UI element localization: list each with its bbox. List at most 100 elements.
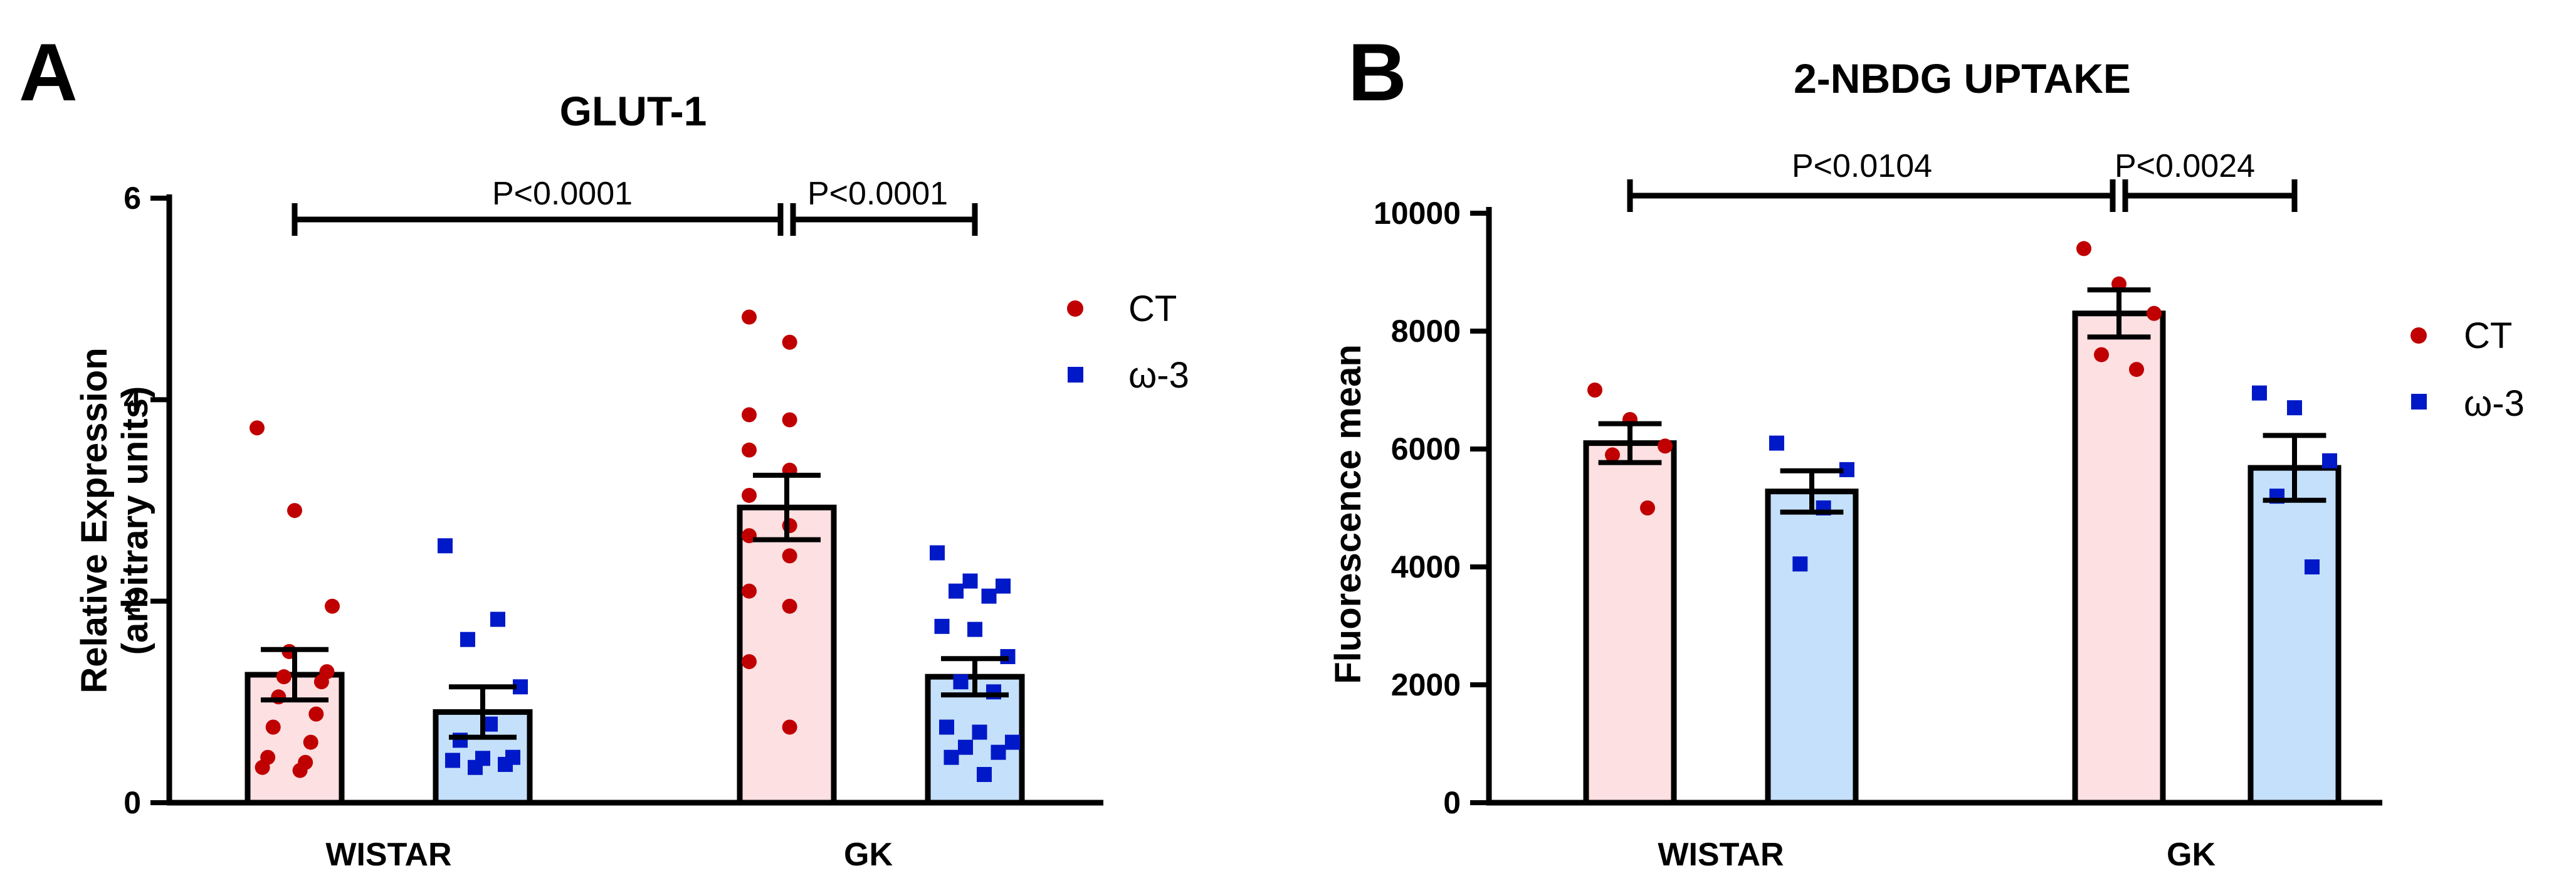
data-point bbox=[953, 674, 969, 690]
legend-omega3-marker bbox=[2411, 394, 2427, 410]
data-point bbox=[939, 719, 954, 735]
legend-label: CT bbox=[1128, 288, 1177, 329]
p-value-label: P<0.0001 bbox=[807, 176, 948, 212]
data-point bbox=[972, 724, 987, 740]
y-tick-label: 4000 bbox=[1391, 549, 1461, 584]
chart-title: GLUT-1 bbox=[560, 88, 707, 134]
x-category-label: GK bbox=[844, 837, 893, 873]
legend-ct-marker bbox=[1067, 300, 1083, 317]
data-point bbox=[255, 759, 270, 775]
y-tick-label: 2000 bbox=[1391, 667, 1461, 702]
data-point bbox=[782, 548, 797, 564]
bar bbox=[1583, 440, 1677, 806]
point-layer bbox=[250, 309, 1020, 783]
data-point bbox=[1640, 500, 1655, 515]
legend-label: ω-3 bbox=[1128, 355, 1189, 396]
data-point bbox=[958, 739, 973, 755]
y-axis-label-line-1: Fluorescence mean bbox=[1328, 344, 1369, 684]
data-point bbox=[2287, 400, 2302, 416]
data-point bbox=[313, 674, 329, 690]
y-axis-label: Fluorescence mean bbox=[1328, 344, 1369, 684]
data-point bbox=[438, 538, 453, 554]
data-point bbox=[782, 334, 797, 350]
y-tick-label: 6 bbox=[124, 181, 141, 216]
data-point bbox=[325, 598, 340, 614]
bar bbox=[2247, 465, 2342, 806]
data-point bbox=[742, 583, 757, 599]
significance-brackets bbox=[292, 203, 978, 236]
legend: CT ω-3 bbox=[1067, 288, 1189, 396]
y-axis-label-line-1: Relative Expression bbox=[74, 347, 115, 693]
y-axis-label: Relative Expression (arbitrary units) bbox=[74, 347, 155, 693]
y-tick-label: 4 bbox=[124, 382, 141, 417]
data-point bbox=[265, 719, 281, 735]
data-point bbox=[742, 487, 757, 503]
data-point bbox=[742, 407, 757, 423]
data-point bbox=[308, 706, 324, 722]
data-point bbox=[930, 545, 945, 561]
data-point bbox=[1605, 447, 1620, 463]
error-bar-layer bbox=[1598, 287, 2326, 515]
data-point bbox=[2076, 241, 2091, 256]
p-value-label: P<0.0104 bbox=[1792, 148, 1932, 184]
legend-omega3-marker bbox=[1068, 367, 1083, 383]
data-point bbox=[996, 578, 1011, 594]
chart-title: 2-NBDG UPTAKE bbox=[1794, 55, 2131, 102]
data-point bbox=[782, 412, 797, 428]
data-point bbox=[1658, 438, 1673, 454]
data-point bbox=[2094, 347, 2109, 362]
data-point bbox=[1792, 556, 1808, 572]
data-point bbox=[782, 598, 797, 614]
p-value-label: P<0.0001 bbox=[492, 176, 633, 212]
data-point bbox=[287, 503, 302, 519]
legend: CT ω-3 bbox=[2410, 315, 2525, 424]
y-tick-label: 0 bbox=[1443, 785, 1461, 820]
data-point bbox=[962, 573, 978, 589]
data-point bbox=[742, 654, 757, 670]
data-point bbox=[2252, 385, 2267, 401]
bar-layer bbox=[244, 504, 1025, 806]
data-point bbox=[2147, 305, 2162, 321]
data-point bbox=[782, 719, 797, 735]
y-tick-label: 8000 bbox=[1391, 314, 1461, 349]
data-point bbox=[468, 759, 483, 775]
point-layer bbox=[1587, 241, 2337, 574]
bar bbox=[2072, 310, 2166, 806]
y-tick-label: 10000 bbox=[1374, 196, 1461, 231]
x-category-label: GK bbox=[2167, 837, 2216, 873]
y-tick-label: 6000 bbox=[1391, 431, 1461, 467]
y-axis-label-line-2: (arbitrary units) bbox=[115, 386, 155, 655]
data-point bbox=[2322, 453, 2337, 468]
bar-layer bbox=[1583, 310, 2342, 806]
error-bar-layer bbox=[261, 472, 1009, 740]
data-point bbox=[1587, 383, 1602, 398]
data-point bbox=[2305, 559, 2320, 574]
y-tick-label: 0 bbox=[124, 785, 141, 820]
data-point bbox=[991, 744, 1006, 760]
axes bbox=[166, 194, 1103, 806]
data-point bbox=[276, 669, 292, 685]
significance-brackets bbox=[1627, 179, 2298, 212]
panel-b: B 2-NBDG UPTAKE Fluorescence mean 0 2000 4… bbox=[1328, 26, 2525, 873]
bar bbox=[1765, 489, 1859, 806]
data-point bbox=[445, 753, 460, 768]
data-point bbox=[460, 631, 475, 647]
data-point bbox=[303, 734, 318, 750]
legend-label: CT bbox=[2464, 315, 2512, 356]
data-point bbox=[981, 588, 997, 604]
data-point bbox=[949, 583, 964, 599]
data-point bbox=[742, 309, 757, 325]
data-point bbox=[490, 611, 505, 627]
data-point bbox=[250, 420, 265, 436]
y-ticks: 0 2 4 6 bbox=[124, 181, 169, 820]
p-value-label: P<0.0024 bbox=[2115, 148, 2255, 184]
data-point bbox=[498, 756, 513, 772]
y-ticks: 0 2000 4000 6000 8000 10000 bbox=[1374, 196, 1489, 820]
x-category-label: WISTAR bbox=[325, 837, 451, 873]
data-point bbox=[1005, 734, 1020, 750]
data-point bbox=[742, 442, 757, 458]
data-point bbox=[944, 749, 959, 765]
x-category-label: WISTAR bbox=[1658, 837, 1784, 873]
data-point bbox=[292, 763, 308, 778]
